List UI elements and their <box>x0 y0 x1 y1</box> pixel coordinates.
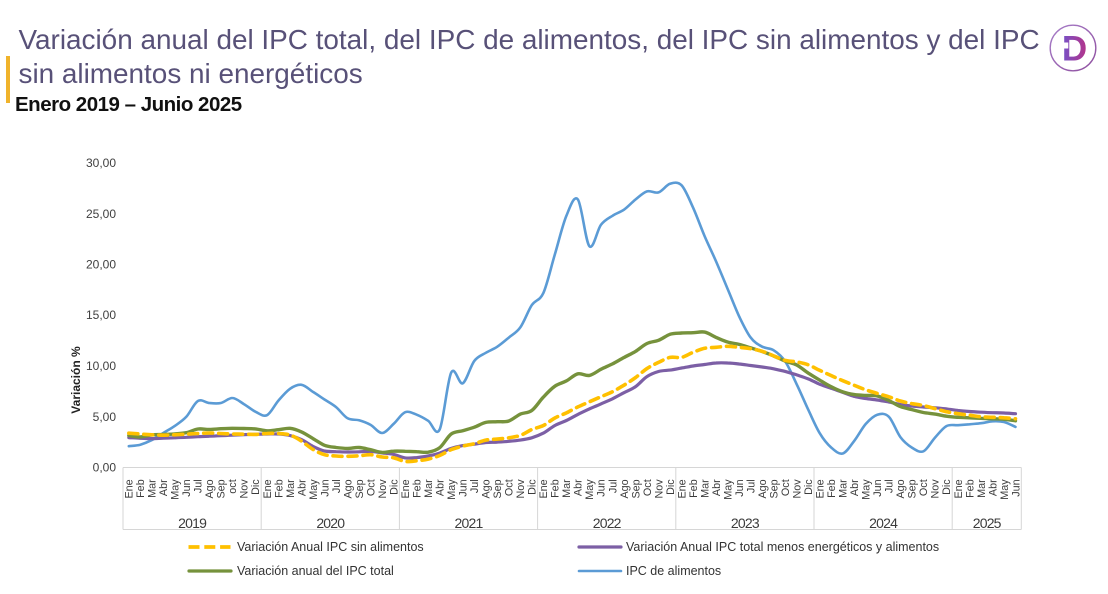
svg-text:May: May <box>446 479 458 500</box>
svg-text:Feb: Feb <box>688 479 700 498</box>
svg-text:Ene: Ene <box>538 479 550 498</box>
svg-text:Feb: Feb <box>964 479 976 498</box>
svg-text:Mar: Mar <box>285 479 297 498</box>
svg-text:Ago: Ago <box>895 479 907 498</box>
svg-text:Mar: Mar <box>838 479 850 498</box>
svg-text:0,00: 0,00 <box>93 461 117 475</box>
svg-text:5,00: 5,00 <box>93 410 117 424</box>
svg-text:Ago: Ago <box>204 479 216 498</box>
svg-text:Oct: Oct <box>365 479 377 496</box>
svg-text:Nov: Nov <box>930 479 942 499</box>
svg-text:May: May <box>170 479 182 500</box>
svg-text:Jun: Jun <box>872 479 884 496</box>
svg-text:Dic: Dic <box>388 479 400 495</box>
svg-text:Mar: Mar <box>561 479 573 498</box>
svg-text:Mar: Mar <box>147 479 159 498</box>
svg-text:2024: 2024 <box>869 515 898 531</box>
svg-text:May: May <box>999 479 1011 500</box>
svg-text:Jul: Jul <box>746 479 758 493</box>
svg-text:Variación Anual IPC total meno: Variación Anual IPC total menos energéti… <box>626 540 939 554</box>
svg-text:Sep: Sep <box>907 479 919 498</box>
svg-text:Sep: Sep <box>630 479 642 498</box>
svg-text:Abr: Abr <box>711 479 723 496</box>
svg-text:Ene: Ene <box>262 479 274 498</box>
svg-text:Dic: Dic <box>665 479 677 495</box>
svg-text:Ene: Ene <box>124 479 136 498</box>
svg-text:Abr: Abr <box>158 479 170 496</box>
svg-text:Variación anual del IPC total: Variación anual del IPC total <box>237 564 394 578</box>
svg-text:Jul: Jul <box>469 479 481 493</box>
svg-text:Ago: Ago <box>342 479 354 498</box>
svg-text:2020: 2020 <box>316 515 345 531</box>
svg-text:D: D <box>1062 30 1087 69</box>
svg-text:Feb: Feb <box>135 479 147 498</box>
svg-text:Ene: Ene <box>676 479 688 498</box>
svg-text:Mar: Mar <box>976 479 988 498</box>
svg-text:Abr: Abr <box>435 479 447 496</box>
svg-text:Variación %: Variación % <box>69 346 83 414</box>
svg-text:Ago: Ago <box>481 479 493 498</box>
svg-text:Abr: Abr <box>849 479 861 496</box>
svg-text:2019: 2019 <box>178 515 207 531</box>
svg-text:Nov: Nov <box>515 479 527 499</box>
svg-text:Oct: Oct <box>504 479 516 496</box>
svg-text:Mar: Mar <box>699 479 711 498</box>
svg-text:May: May <box>861 479 873 500</box>
svg-text:Feb: Feb <box>826 479 838 498</box>
svg-text:Jun: Jun <box>596 479 608 496</box>
svg-text:Ene: Ene <box>953 479 965 498</box>
svg-text:Sep: Sep <box>216 479 228 498</box>
svg-text:Nov: Nov <box>792 479 804 499</box>
svg-text:2023: 2023 <box>731 515 760 531</box>
svg-text:Oct: Oct <box>780 479 792 496</box>
svg-text:2025: 2025 <box>973 515 1002 531</box>
svg-text:Ene: Ene <box>400 479 412 498</box>
svg-text:Feb: Feb <box>412 479 424 498</box>
svg-text:Jun: Jun <box>458 479 470 496</box>
svg-text:Feb: Feb <box>273 479 285 498</box>
svg-text:Nov: Nov <box>239 479 251 499</box>
svg-text:10,00: 10,00 <box>86 359 116 373</box>
svg-text:Jul: Jul <box>193 479 205 493</box>
svg-text:May: May <box>584 479 596 500</box>
svg-text:Jun: Jun <box>1010 479 1022 496</box>
svg-text:Sep: Sep <box>769 479 781 498</box>
svg-text:oct: oct <box>227 479 239 493</box>
svg-text:Oct: Oct <box>642 479 654 496</box>
svg-text:IPC de alimentos: IPC de alimentos <box>626 564 721 578</box>
svg-text:Ago: Ago <box>619 479 631 498</box>
svg-text:Dic: Dic <box>527 479 539 495</box>
svg-text:Ene: Ene <box>815 479 827 498</box>
svg-text:Abr: Abr <box>296 479 308 496</box>
svg-text:Variación Anual IPC sin alimen: Variación Anual IPC sin alimentos <box>237 540 424 554</box>
svg-text:Jun: Jun <box>319 479 331 496</box>
svg-text:25,00: 25,00 <box>86 207 116 221</box>
svg-text:Nov: Nov <box>653 479 665 499</box>
svg-text:Dic: Dic <box>941 479 953 495</box>
svg-text:Sep: Sep <box>354 479 366 498</box>
svg-text:15,00: 15,00 <box>86 308 116 322</box>
svg-text:Dic: Dic <box>250 479 262 495</box>
svg-text:May: May <box>722 479 734 500</box>
svg-text:Jul: Jul <box>331 479 343 493</box>
svg-text:Feb: Feb <box>550 479 562 498</box>
svg-text:30,00: 30,00 <box>86 156 116 170</box>
svg-text:Jul: Jul <box>884 479 896 493</box>
svg-text:Mar: Mar <box>423 479 435 498</box>
svg-text:Abr: Abr <box>987 479 999 496</box>
svg-text:Dic: Dic <box>803 479 815 495</box>
svg-text:20,00: 20,00 <box>86 258 116 272</box>
svg-text:Ago: Ago <box>757 479 769 498</box>
svg-text:Nov: Nov <box>377 479 389 499</box>
svg-text:Sep: Sep <box>492 479 504 498</box>
svg-text:Jun: Jun <box>734 479 746 496</box>
svg-text:Jun: Jun <box>181 479 193 496</box>
svg-text:2022: 2022 <box>593 515 622 531</box>
svg-text:May: May <box>308 479 320 500</box>
svg-text:Oct: Oct <box>918 479 930 496</box>
svg-text:Abr: Abr <box>573 479 585 496</box>
svg-text:Jul: Jul <box>607 479 619 493</box>
svg-text:2021: 2021 <box>455 515 484 531</box>
